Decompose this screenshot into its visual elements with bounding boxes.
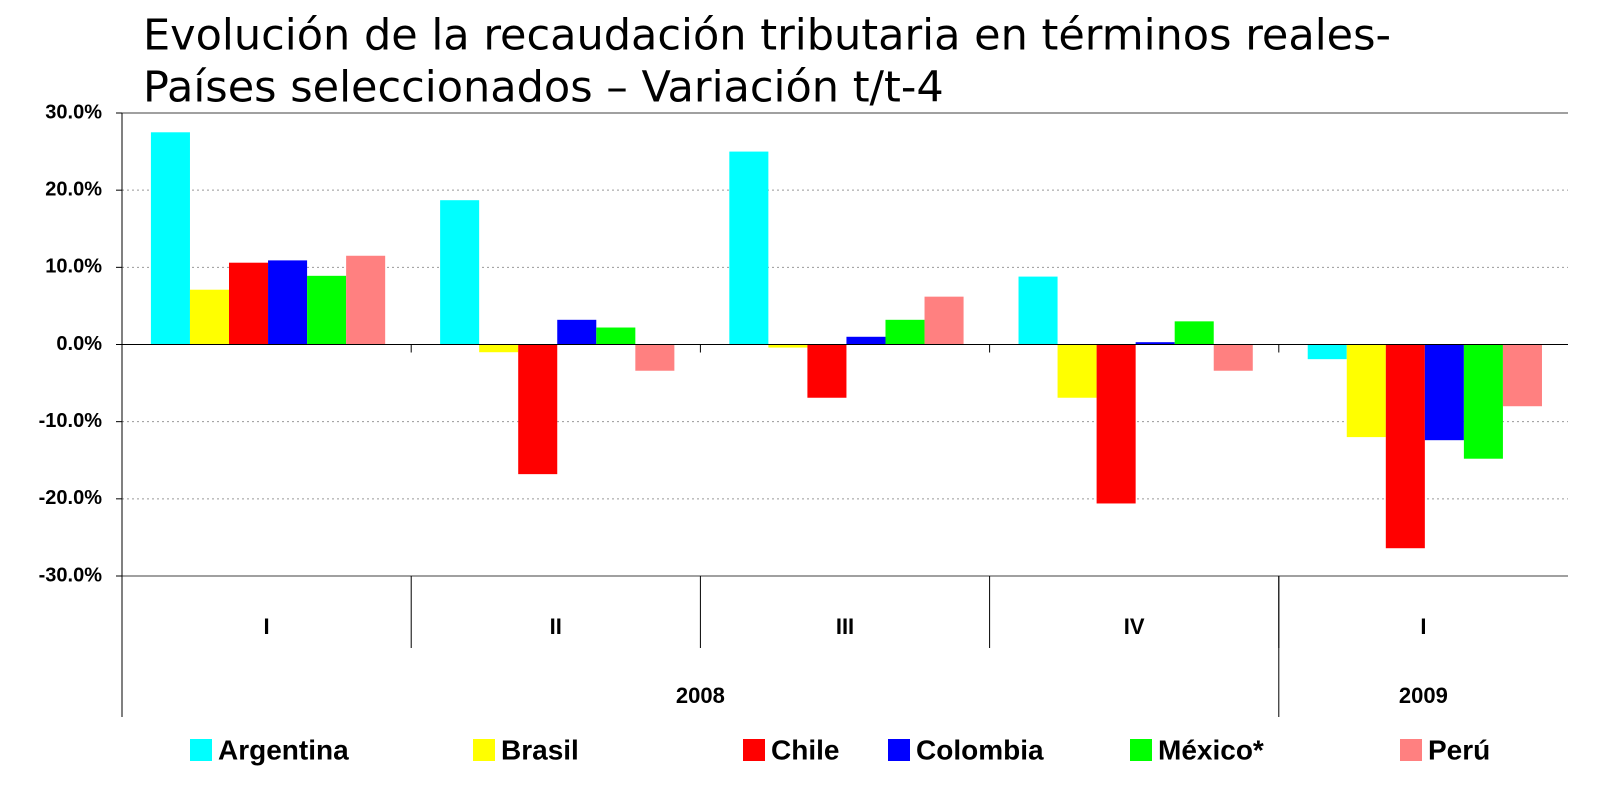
y-tick-label: -30.0%	[39, 564, 103, 586]
bar	[440, 200, 480, 345]
bar	[596, 327, 636, 345]
legend-label: Argentina	[218, 734, 349, 765]
bar	[518, 344, 558, 475]
bar	[268, 260, 308, 345]
y-tick-label: 30.0%	[45, 101, 102, 123]
legend-label: Chile	[771, 734, 839, 765]
legend-label: Perú	[1428, 734, 1490, 765]
y-tick-label: -10.0%	[39, 410, 103, 432]
bar	[1135, 342, 1175, 345]
x-tick-label: II	[550, 614, 562, 639]
bar	[1502, 344, 1542, 407]
bar	[1057, 344, 1097, 398]
bar	[557, 319, 597, 345]
bar	[846, 336, 886, 345]
bar	[1463, 344, 1503, 459]
bar	[1307, 344, 1347, 360]
bar	[1096, 344, 1136, 504]
x-group-label: 2008	[676, 683, 725, 708]
bar	[189, 289, 230, 345]
x-group-label: 2009	[1399, 683, 1448, 708]
legend-label: Colombia	[916, 734, 1044, 765]
bar	[479, 344, 519, 353]
y-tick-label: 10.0%	[45, 256, 102, 278]
x-tick-label: III	[836, 614, 854, 639]
bar	[229, 262, 269, 345]
y-tick-label: 20.0%	[45, 178, 102, 200]
legend-swatch	[888, 739, 910, 761]
legend-swatch	[1130, 739, 1152, 761]
legend-label: Brasil	[501, 734, 579, 765]
legend-swatch	[1400, 739, 1422, 761]
bar	[1213, 344, 1253, 371]
bar	[635, 344, 675, 371]
bar	[1385, 344, 1425, 549]
legend-swatch	[743, 739, 765, 761]
chart-title: Evolución de la recaudación tributaria e…	[143, 11, 1391, 61]
bar	[807, 344, 847, 398]
bar	[1174, 321, 1214, 345]
bar	[729, 151, 769, 345]
bar	[346, 255, 386, 345]
bar	[1424, 344, 1464, 441]
x-tick-label: I	[264, 614, 270, 639]
legend-swatch	[190, 739, 212, 761]
bar	[924, 296, 964, 345]
y-tick-label: -20.0%	[39, 487, 103, 509]
x-tick-label: IV	[1124, 614, 1145, 639]
bar	[1346, 344, 1386, 438]
bar	[307, 275, 347, 345]
bar	[150, 132, 190, 345]
y-tick-label: 0.0%	[56, 333, 102, 355]
bar	[1018, 276, 1058, 345]
chart-title: Países seleccionados – Variación t/t-4	[143, 63, 944, 113]
legend-label: México*	[1158, 734, 1264, 765]
bar	[885, 319, 925, 345]
legend-swatch	[473, 739, 495, 761]
x-tick-label: I	[1420, 614, 1426, 639]
bar	[768, 344, 808, 348]
